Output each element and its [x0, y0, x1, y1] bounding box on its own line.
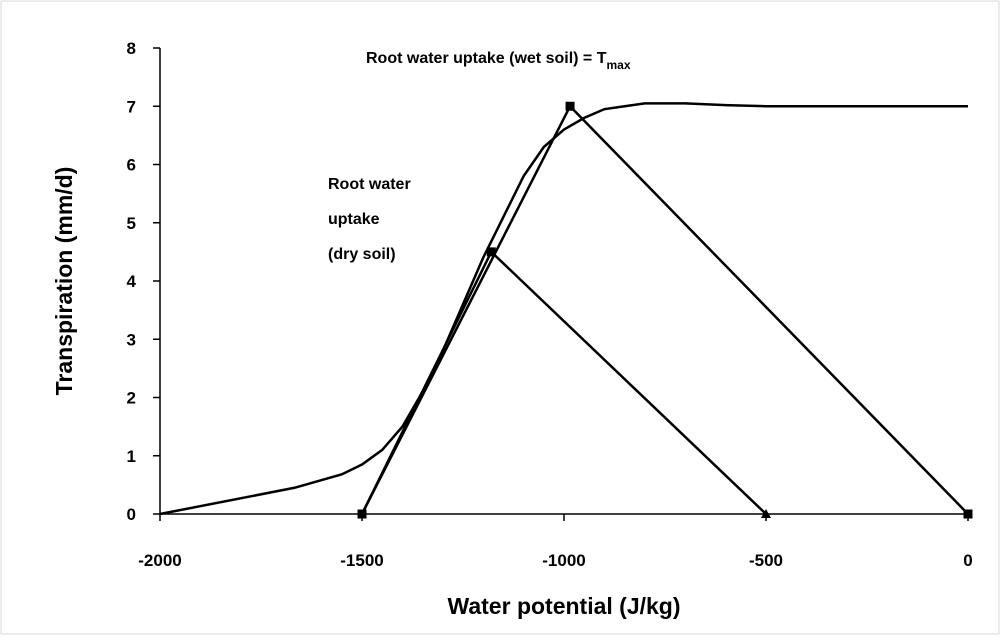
annotation: (dry soil): [328, 246, 396, 263]
annotation-subscript: max: [606, 58, 630, 72]
x-tick-label: -500: [749, 551, 783, 570]
annotation: uptake: [328, 211, 380, 228]
x-tick-label: 0: [963, 551, 972, 570]
y-axis-title: Transpiration (mm/d): [51, 167, 77, 396]
annotation: Root water uptake (wet soil) = Tmax: [366, 50, 631, 72]
annotation-text: Root water uptake (wet soil) = T: [366, 50, 607, 67]
marker: [357, 509, 367, 519]
line: [159, 102, 968, 516]
y-tick-label: 5: [127, 214, 136, 233]
y-tick-label: 1: [127, 447, 136, 466]
marker: [565, 101, 575, 111]
marker: [761, 509, 771, 518]
x-axis-title: Water potential (J/kg): [448, 593, 681, 619]
y-tick-label: 7: [127, 97, 136, 116]
y-tick-label: 0: [127, 505, 136, 524]
y-tick-label: 2: [127, 389, 136, 408]
y-tick-label: 8: [127, 39, 136, 58]
annotation: Root water: [328, 176, 411, 193]
marker: [486, 247, 496, 257]
y-tick-label: 3: [127, 330, 136, 349]
x-tick-label: -2000: [138, 551, 181, 570]
marker: [963, 509, 973, 519]
x-tick-label: -1000: [542, 551, 585, 570]
x-tick-label: -1500: [340, 551, 383, 570]
y-tick-label: 4: [127, 272, 137, 291]
y-tick-label: 6: [127, 156, 136, 175]
